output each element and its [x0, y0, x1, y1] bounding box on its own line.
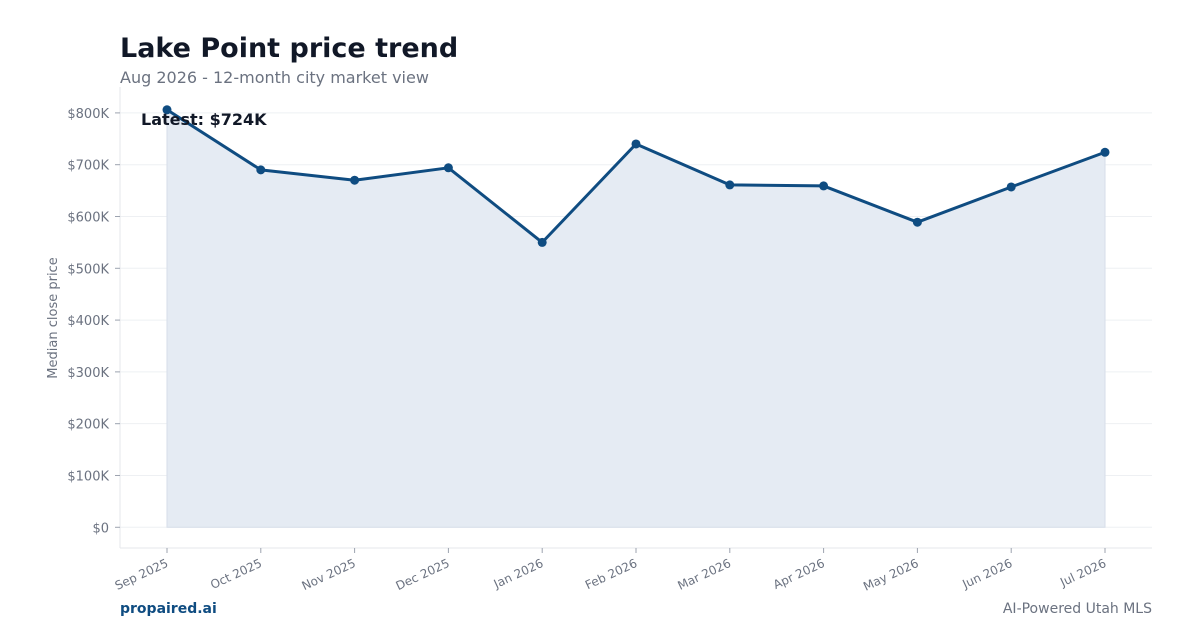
- area-fill: [166, 108, 1106, 528]
- x-tick-label: Oct 2025: [208, 556, 264, 592]
- data-point: [350, 175, 360, 185]
- data-point: [256, 165, 266, 175]
- y-tick-label: $800K: [67, 107, 109, 122]
- data-point: [912, 217, 922, 227]
- tagline: AI-Powered Utah MLS: [1002, 601, 1152, 617]
- x-tick-label: Dec 2025: [394, 556, 452, 593]
- chart-subtitle: Aug 2026 - 12-month city market view: [120, 68, 429, 87]
- x-tick-label: Jan 2026: [491, 556, 546, 591]
- data-point: [537, 237, 547, 247]
- data-point: [725, 180, 735, 190]
- data-point: [819, 181, 829, 191]
- y-tick-label: $600K: [67, 210, 109, 225]
- x-tick-label: Feb 2026: [583, 556, 639, 592]
- x-tick-labels: Sep 2025 Oct 2025 Nov 2025 Dec 2025 Jan 2026…: [113, 548, 1108, 594]
- data-point: [1006, 182, 1016, 192]
- x-tick-label: Nov 2025: [300, 556, 358, 593]
- y-tick-label: $700K: [67, 159, 109, 174]
- x-tick-label: Mar 2026: [675, 556, 733, 593]
- y-tick-label: $0: [92, 521, 109, 536]
- y-tick-label: $200K: [67, 418, 109, 433]
- data-point: [162, 105, 172, 115]
- latest-annotation: Latest: $724K: [141, 110, 267, 129]
- data-point: [1100, 147, 1110, 157]
- data-points: [162, 105, 1110, 247]
- y-tick-label: $300K: [67, 366, 109, 381]
- y-tick-label: $500K: [67, 262, 109, 277]
- y-tick-label: $400K: [67, 314, 109, 329]
- area-fill-path: [166, 108, 1106, 528]
- y-tick-labels: $0 $100K $200K $300K $400K $500K $600K $700K $80…: [67, 107, 120, 536]
- x-tick-label: Sep 2025: [113, 556, 171, 593]
- x-tick-label: Jul 2026: [1057, 556, 1108, 590]
- y-tick-label: $100K: [67, 469, 109, 484]
- x-tick-label: Apr 2026: [771, 556, 827, 592]
- data-point: [443, 163, 453, 173]
- y-axis-label: Median close price: [46, 257, 61, 378]
- x-tick-label: May 2026: [861, 556, 921, 594]
- data-point: [631, 139, 641, 149]
- x-tick-label: Jun 2026: [960, 556, 1015, 592]
- brand-logo-text[interactable]: propaired.ai: [120, 601, 217, 617]
- chart-title: Lake Point price trend: [120, 33, 459, 64]
